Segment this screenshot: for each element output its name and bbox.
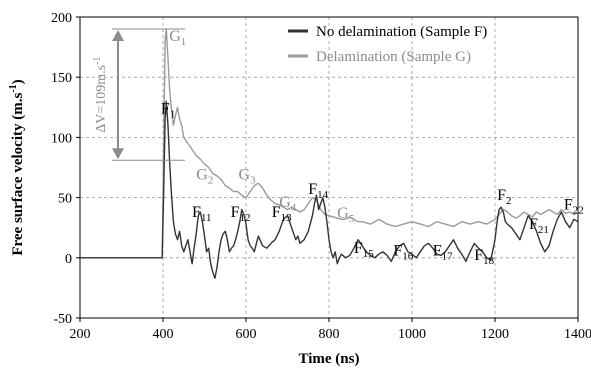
y-tick-label: 50 bbox=[58, 192, 72, 207]
x-tick-label: 600 bbox=[236, 327, 257, 342]
y-tick-label: 100 bbox=[51, 131, 72, 146]
peak-label-f1: F1 bbox=[161, 100, 175, 120]
legend-label: No delamination (Sample F) bbox=[316, 24, 487, 40]
peak-label-f22: F22 bbox=[564, 197, 584, 217]
x-axis-title: Time (ns) bbox=[299, 351, 360, 367]
peak-label-g4: G4 bbox=[279, 194, 297, 214]
y-axis-title-tail: ) bbox=[10, 79, 26, 84]
delta-v-arrow-head-bottom bbox=[112, 148, 124, 160]
y-tick-label: -50 bbox=[53, 312, 72, 327]
y-tick-label: 150 bbox=[51, 71, 72, 86]
y-axis-title-sup: -1 bbox=[8, 84, 19, 92]
x-tick-label: 1200 bbox=[481, 327, 509, 342]
series-line-no-delamination bbox=[80, 100, 579, 279]
series-layer bbox=[80, 28, 579, 279]
peak-label-f11: F11 bbox=[192, 204, 212, 224]
delta-v-label: ΔV=109m.s-1 bbox=[92, 57, 109, 133]
legend-label: Delamination (Sample G) bbox=[316, 49, 471, 65]
series-line-delamination bbox=[80, 28, 579, 259]
peak-label-f18: F18 bbox=[474, 247, 494, 267]
peak-label-f17: F17 bbox=[433, 242, 453, 262]
peak-label-f14: F14 bbox=[308, 181, 328, 201]
peak-label-f13: F13 bbox=[272, 204, 292, 224]
delta-v-arrow-head-top bbox=[112, 30, 124, 42]
y-tick-label: 200 bbox=[51, 11, 72, 26]
grid bbox=[80, 17, 578, 318]
y-axis-title-main: Free surface velocity (m.s bbox=[10, 93, 26, 256]
y-axis-title: Free surface velocity (m.s-1) bbox=[8, 79, 26, 255]
x-tick-label: 200 bbox=[70, 327, 91, 342]
peak-label-f2: F2 bbox=[497, 187, 511, 207]
x-tick-label: 1400 bbox=[564, 327, 591, 342]
axis-ticks: 200 400 600 800 1000 1200 1400 -50 0 50 100 150 200 bbox=[51, 11, 591, 342]
legend: No delamination (Sample F) Delamination (… bbox=[288, 24, 487, 65]
x-tick-label: 800 bbox=[319, 327, 340, 342]
delta-v-annotation: ΔV=109m.s-1 bbox=[92, 28, 185, 161]
x-tick-label: 400 bbox=[153, 327, 174, 342]
peak-label-g3: G3 bbox=[239, 167, 257, 187]
x-tick-label: 1000 bbox=[398, 327, 426, 342]
peak-label-f15: F15 bbox=[354, 240, 374, 260]
peak-label-f12: F12 bbox=[231, 204, 251, 224]
peak-label-f21: F21 bbox=[529, 216, 549, 236]
peak-label-g2: G2 bbox=[196, 167, 213, 187]
peak-label-g1: G1 bbox=[169, 28, 186, 48]
peak-labels: F1 F11 F12 F13 F14 F15 F16 F17 F18 F2 F21 F22 G1 G2 G3… bbox=[161, 28, 584, 267]
peak-label-g5: G5 bbox=[337, 205, 355, 225]
y-tick-label: 0 bbox=[65, 252, 72, 267]
peak-label-f16: F16 bbox=[393, 242, 413, 262]
